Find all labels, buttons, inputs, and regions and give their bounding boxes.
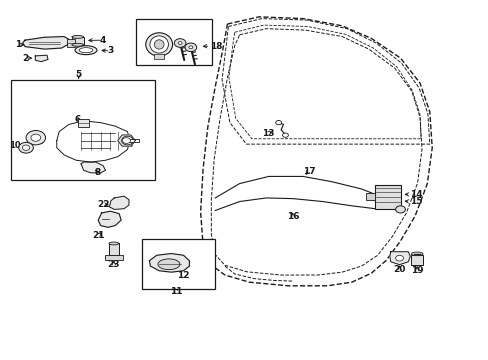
Bar (374, 185, 400, 209)
Bar (154, 54, 163, 59)
Text: 9: 9 (38, 138, 44, 147)
Polygon shape (22, 37, 69, 49)
Ellipse shape (75, 46, 97, 55)
Text: 3: 3 (107, 46, 113, 55)
Text: 1: 1 (15, 40, 21, 49)
Bar (142, 239, 215, 289)
Text: 19: 19 (410, 266, 423, 275)
Circle shape (19, 142, 33, 153)
Text: 17: 17 (302, 167, 315, 176)
Text: 21: 21 (92, 231, 104, 240)
Circle shape (395, 255, 403, 261)
Text: 14: 14 (409, 190, 422, 199)
Text: 23: 23 (107, 261, 120, 270)
Polygon shape (149, 253, 189, 272)
Ellipse shape (72, 43, 83, 46)
Circle shape (22, 145, 30, 150)
Text: 4: 4 (100, 36, 106, 45)
Circle shape (26, 131, 45, 145)
Bar (78, 119, 89, 127)
Bar (11, 80, 155, 180)
Polygon shape (118, 135, 135, 146)
Circle shape (395, 206, 405, 213)
Ellipse shape (145, 33, 172, 56)
Circle shape (282, 133, 288, 137)
Circle shape (122, 136, 133, 145)
Bar (109, 243, 119, 255)
Polygon shape (22, 37, 69, 49)
Text: 5: 5 (76, 71, 81, 80)
Circle shape (31, 134, 41, 141)
Circle shape (174, 39, 185, 47)
Text: 10: 10 (9, 141, 20, 150)
Bar (129, 139, 139, 142)
Ellipse shape (154, 40, 163, 49)
Text: 22: 22 (97, 200, 109, 209)
Polygon shape (81, 162, 105, 173)
Text: 20: 20 (392, 265, 405, 274)
Circle shape (178, 41, 182, 44)
Ellipse shape (79, 48, 93, 53)
Bar (410, 255, 422, 265)
Text: 13: 13 (261, 129, 274, 138)
Ellipse shape (158, 259, 180, 270)
Text: 8: 8 (94, 168, 100, 177)
Text: 7: 7 (128, 140, 134, 149)
Text: 16: 16 (286, 212, 299, 221)
Bar (136, 19, 211, 65)
Text: 2: 2 (22, 54, 28, 63)
Polygon shape (109, 196, 129, 210)
Circle shape (275, 121, 281, 125)
Ellipse shape (150, 36, 168, 53)
Polygon shape (35, 55, 48, 62)
Ellipse shape (109, 242, 119, 245)
Circle shape (184, 43, 196, 51)
Text: 12: 12 (177, 270, 189, 279)
Polygon shape (389, 252, 409, 265)
Text: 18: 18 (210, 42, 223, 51)
Text: 15: 15 (409, 197, 422, 206)
Bar (66, 40, 75, 47)
Polygon shape (98, 211, 121, 227)
Circle shape (188, 46, 192, 49)
Bar (72, 37, 83, 45)
Text: 11: 11 (170, 287, 182, 296)
Bar (105, 255, 122, 260)
Circle shape (122, 138, 130, 143)
Bar (366, 193, 374, 201)
Ellipse shape (410, 252, 422, 256)
Text: 6: 6 (75, 114, 81, 123)
Ellipse shape (72, 36, 83, 39)
Polygon shape (149, 253, 189, 272)
